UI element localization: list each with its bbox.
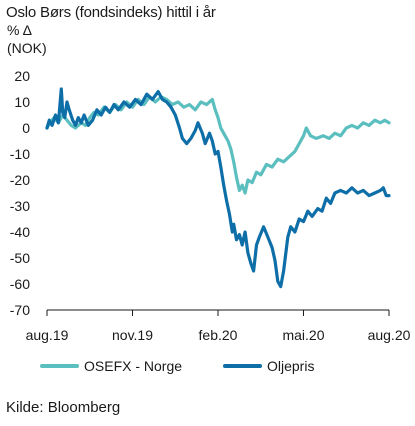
y-tick-label: 20 — [14, 68, 30, 84]
y-tick-label: -20 — [10, 172, 30, 188]
y-tick-label: 0 — [22, 120, 30, 136]
chart-title: Oslo Børs (fondsindeks) hittil i år — [6, 4, 216, 21]
x-tick-label: mai.20 — [282, 327, 324, 343]
x-tick-label: aug.20 — [368, 327, 411, 343]
legend-label: OSEFX - Norge — [84, 358, 182, 374]
legend-label: Oljepris — [267, 358, 314, 374]
y-tick-label: -60 — [10, 276, 30, 292]
y-tick-label: -50 — [10, 250, 30, 266]
x-tick-label: aug.19 — [26, 327, 69, 343]
unit-label-currency: (NOK) — [7, 40, 47, 56]
y-tick-label: -40 — [10, 224, 30, 240]
series-line-oljepris — [45, 87, 391, 289]
y-tick-label: -10 — [10, 146, 30, 162]
y-tick-label: -70 — [10, 302, 30, 318]
unit-label-percent-change: % Δ — [7, 22, 32, 38]
source-note: Kilde: Bloomberg — [6, 399, 121, 416]
series-line-osefx — [45, 95, 391, 195]
y-tick-label: -30 — [10, 198, 30, 214]
x-tick-label: nov.19 — [112, 327, 153, 343]
x-tick-label: feb.20 — [199, 327, 238, 343]
y-tick-label: 10 — [14, 94, 30, 110]
